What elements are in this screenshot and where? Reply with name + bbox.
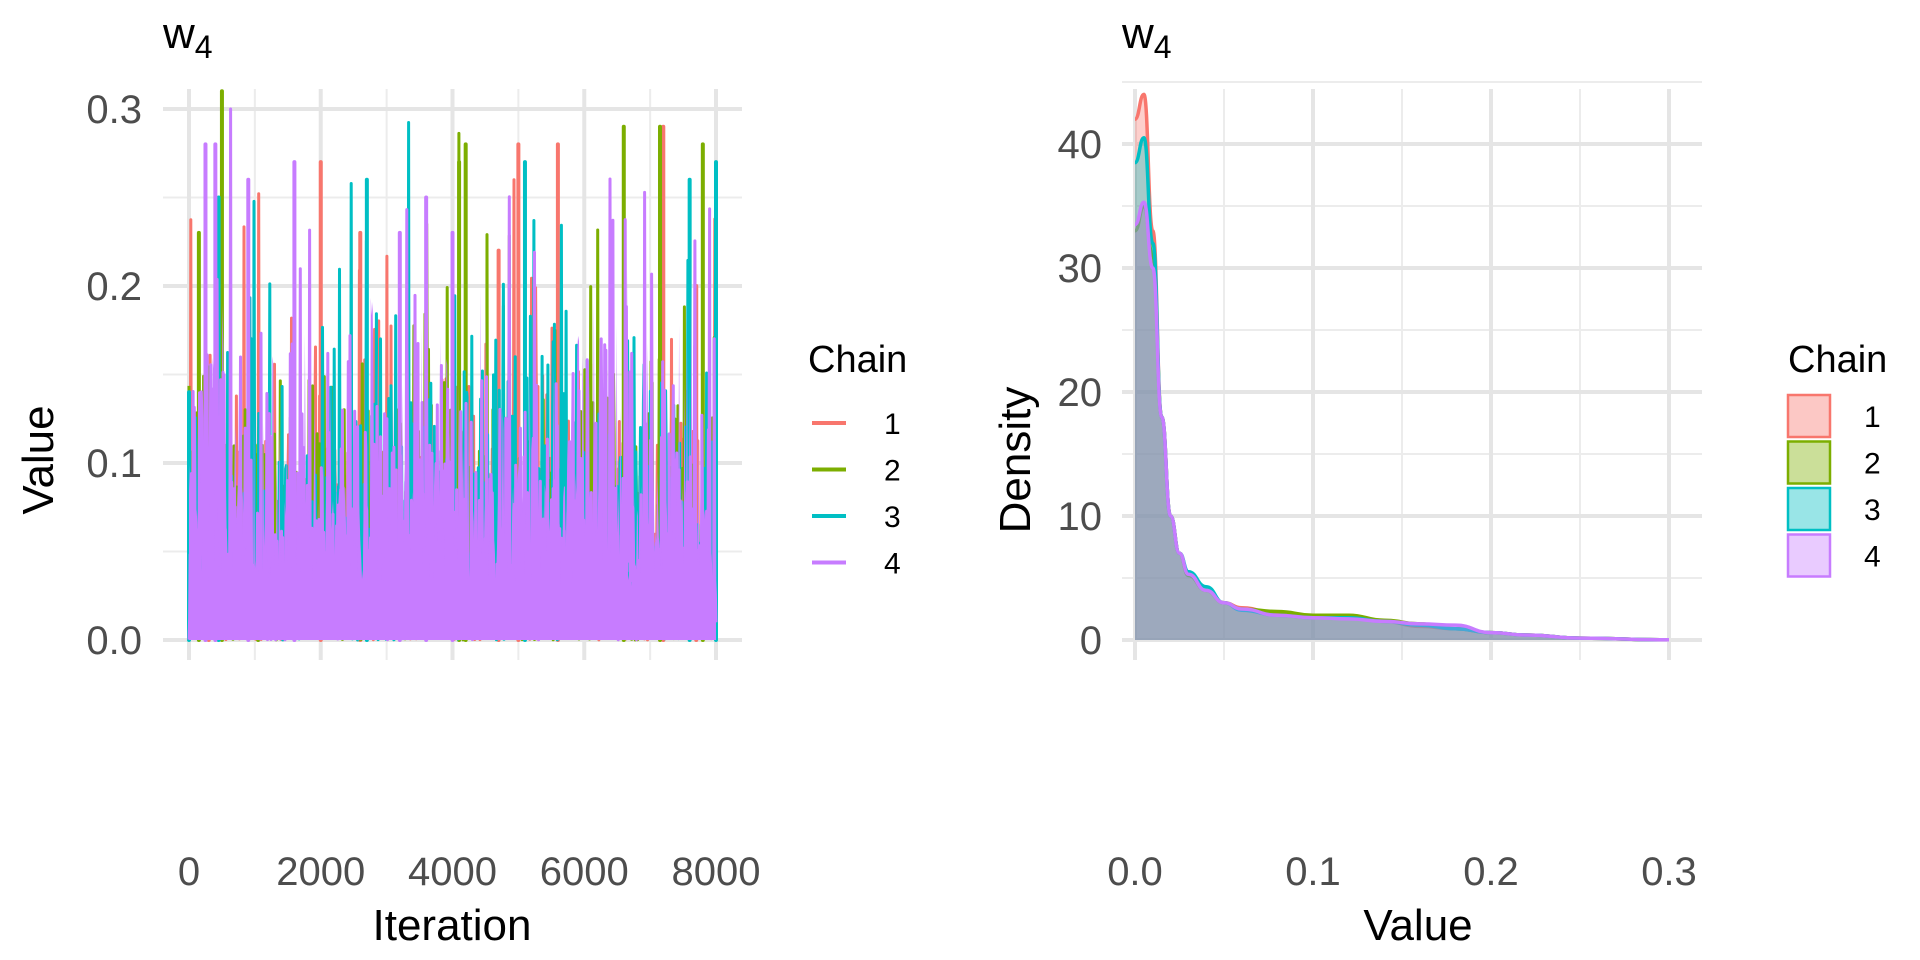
x-tick-label: 0.3 [1641, 850, 1697, 894]
legend-label: 3 [884, 501, 901, 534]
x-tick-label: 0.1 [1285, 850, 1341, 894]
x-tick-label: 8000 [672, 850, 761, 894]
density-area [1135, 206, 1669, 640]
legend-item-chain-1: 1 [1786, 393, 1881, 439]
legend-label: 1 [1864, 401, 1881, 434]
legend-key-box [1786, 393, 1832, 439]
y-tick-label: 0.0 [86, 619, 142, 663]
density-gridlines [1122, 81, 1702, 660]
density-x-axis-title: Value [1363, 901, 1472, 950]
density-line [1134, 200, 1670, 642]
y-tick-label: 0 [1080, 619, 1102, 663]
density-series-4 [1134, 200, 1670, 642]
x-tick-label: 2000 [276, 850, 365, 894]
density-y-axis-title: Density [991, 387, 1040, 534]
trace-dense-band [189, 269, 716, 640]
legend-item-chain-3: 3 [812, 501, 901, 534]
y-tick-label: 0.3 [86, 88, 142, 132]
y-tick-label: 30 [1058, 247, 1103, 291]
legend-item-chain-1: 1 [812, 408, 901, 441]
y-tick-label: 0.2 [86, 265, 142, 309]
legend-label: 4 [884, 548, 901, 581]
x-tick-label: 0 [178, 850, 200, 894]
y-tick-label: 40 [1058, 123, 1103, 167]
y-tick-label: 0.1 [86, 442, 142, 486]
density-plot-title: w4 [1121, 9, 1172, 65]
trace-y-axis-title: Value [14, 405, 63, 514]
x-tick-label: 4000 [408, 850, 497, 894]
x-tick-label: 0.0 [1107, 850, 1163, 894]
y-tick-label: 10 [1058, 495, 1103, 539]
y-tick-label: 20 [1058, 371, 1103, 415]
legend-item-chain-2: 2 [812, 455, 901, 488]
legend-label: 4 [1864, 541, 1881, 574]
legend-label: 2 [884, 455, 901, 488]
density-area [1135, 202, 1669, 641]
legend-key-box [1786, 533, 1832, 578]
x-tick-label: 0.2 [1463, 850, 1519, 894]
legend-label: 1 [884, 408, 901, 441]
legend-label: 3 [1864, 494, 1881, 527]
legend-item-chain-4: 4 [1786, 533, 1881, 578]
density-y-tick-labels: 0 10 20 30 40 [1058, 123, 1103, 663]
legend-item-chain-4: 4 [812, 548, 901, 581]
density-series-group [1133, 92, 1670, 642]
trace-x-axis-title: Iteration [373, 901, 532, 950]
trace-series-group [187, 89, 718, 642]
trace-y-tick-labels: 0.0 0.1 0.2 0.3 [86, 88, 142, 663]
trace-plot-title: w4 [162, 9, 213, 65]
density-legend-title: Chain [1788, 339, 1887, 381]
density-area [1135, 94, 1669, 640]
trace-legend-title: Chain [808, 339, 907, 381]
density-legend: Chain 1 2 3 4 [1786, 339, 1887, 578]
legend-item-chain-3: 3 [1786, 486, 1881, 532]
legend-key-box [1786, 486, 1832, 532]
density-x-tick-labels: 0.0 0.1 0.2 0.3 [1107, 850, 1697, 894]
trace-legend: Chain 1 2 3 4 [808, 339, 907, 581]
legend-item-chain-2: 2 [1786, 440, 1881, 485]
trace-plot-panel: 0.0 0.1 0.2 0.3 0 2000 4000 6000 8000 w4 Iterat… [14, 9, 907, 950]
x-tick-label: 6000 [540, 850, 629, 894]
trace-x-tick-labels: 0 2000 4000 6000 8000 [178, 850, 761, 894]
density-area [1135, 137, 1669, 641]
legend-key-box [1786, 440, 1832, 485]
legend-label: 2 [1864, 448, 1881, 481]
